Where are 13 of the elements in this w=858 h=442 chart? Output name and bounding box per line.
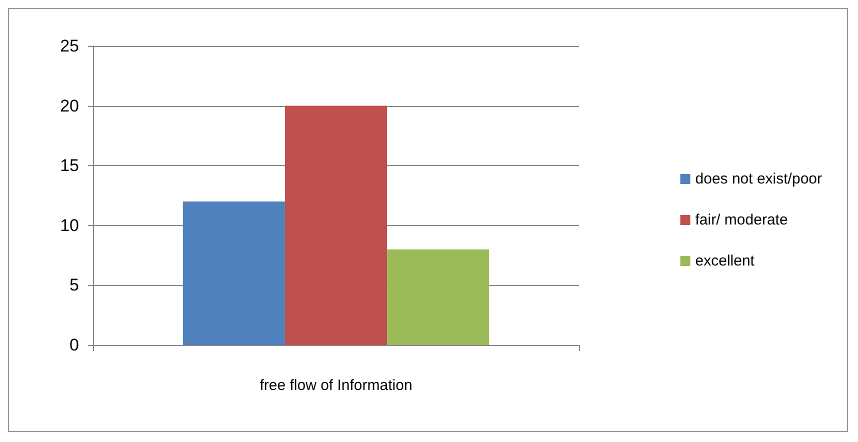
x-tick-label: free flow of Information [260, 377, 412, 394]
legend-label: does not exist/poor [695, 170, 822, 188]
y-tick-label: 10 [60, 216, 79, 235]
legend-label: excellent [695, 252, 756, 270]
legend-label: fair/ moderate [695, 212, 788, 228]
y-tick-label: 5 [70, 276, 79, 295]
bar [284, 106, 388, 345]
bar [387, 249, 490, 345]
y-tick-label: 15 [60, 156, 79, 176]
y-tick-label: 20 [60, 96, 79, 116]
y-tick-label: 25 [60, 36, 79, 56]
bar [182, 201, 285, 345]
y-tick-label: 0 [70, 336, 79, 354]
